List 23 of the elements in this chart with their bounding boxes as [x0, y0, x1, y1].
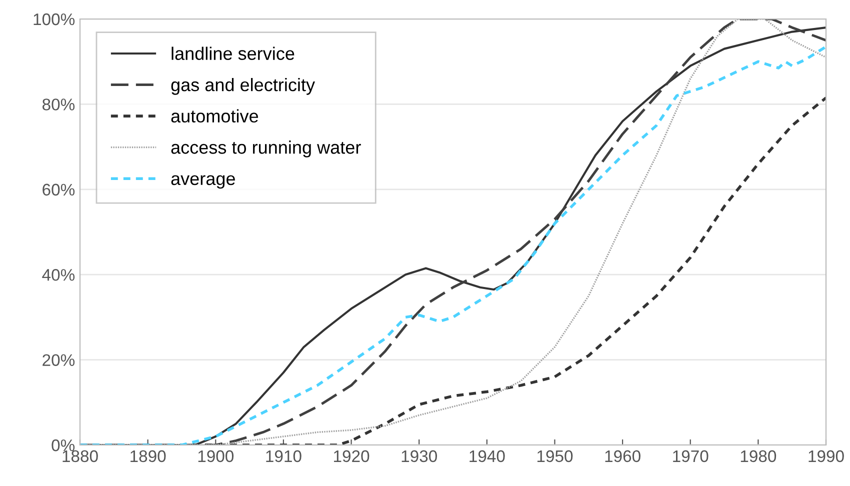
y-tick-label: 100%: [34, 13, 75, 26]
legend-label: gas and electricity: [171, 78, 315, 95]
legend-label: landline service: [172, 46, 294, 60]
y-tick-label: 60%: [42, 184, 75, 196]
x-tick-label: 1940: [470, 450, 505, 462]
x-tick-label: 1910: [266, 450, 302, 462]
x-tick-label: 1900: [198, 450, 234, 462]
x-tick-label: 1890: [130, 450, 166, 462]
x-tick-label: 1930: [402, 450, 437, 462]
x-tick-label: 1960: [605, 450, 640, 462]
y-tick-label: 0%: [52, 439, 75, 452]
x-tick-label: 1920: [334, 450, 370, 462]
y-tick-label: 40%: [42, 269, 75, 281]
x-tick-label: 1880: [62, 450, 98, 462]
legend-label: access to running water: [171, 140, 361, 158]
x-tick-label: 1990: [808, 450, 844, 462]
y-tick-label: 20%: [42, 354, 75, 366]
y-tick-label: 80%: [42, 98, 75, 110]
legend-label: automotive: [171, 109, 258, 123]
x-tick-label: 1970: [673, 450, 708, 462]
x-tick-label: 1980: [740, 450, 776, 462]
x-tick-label: 1950: [537, 450, 573, 462]
legend-label: average: [171, 175, 235, 189]
